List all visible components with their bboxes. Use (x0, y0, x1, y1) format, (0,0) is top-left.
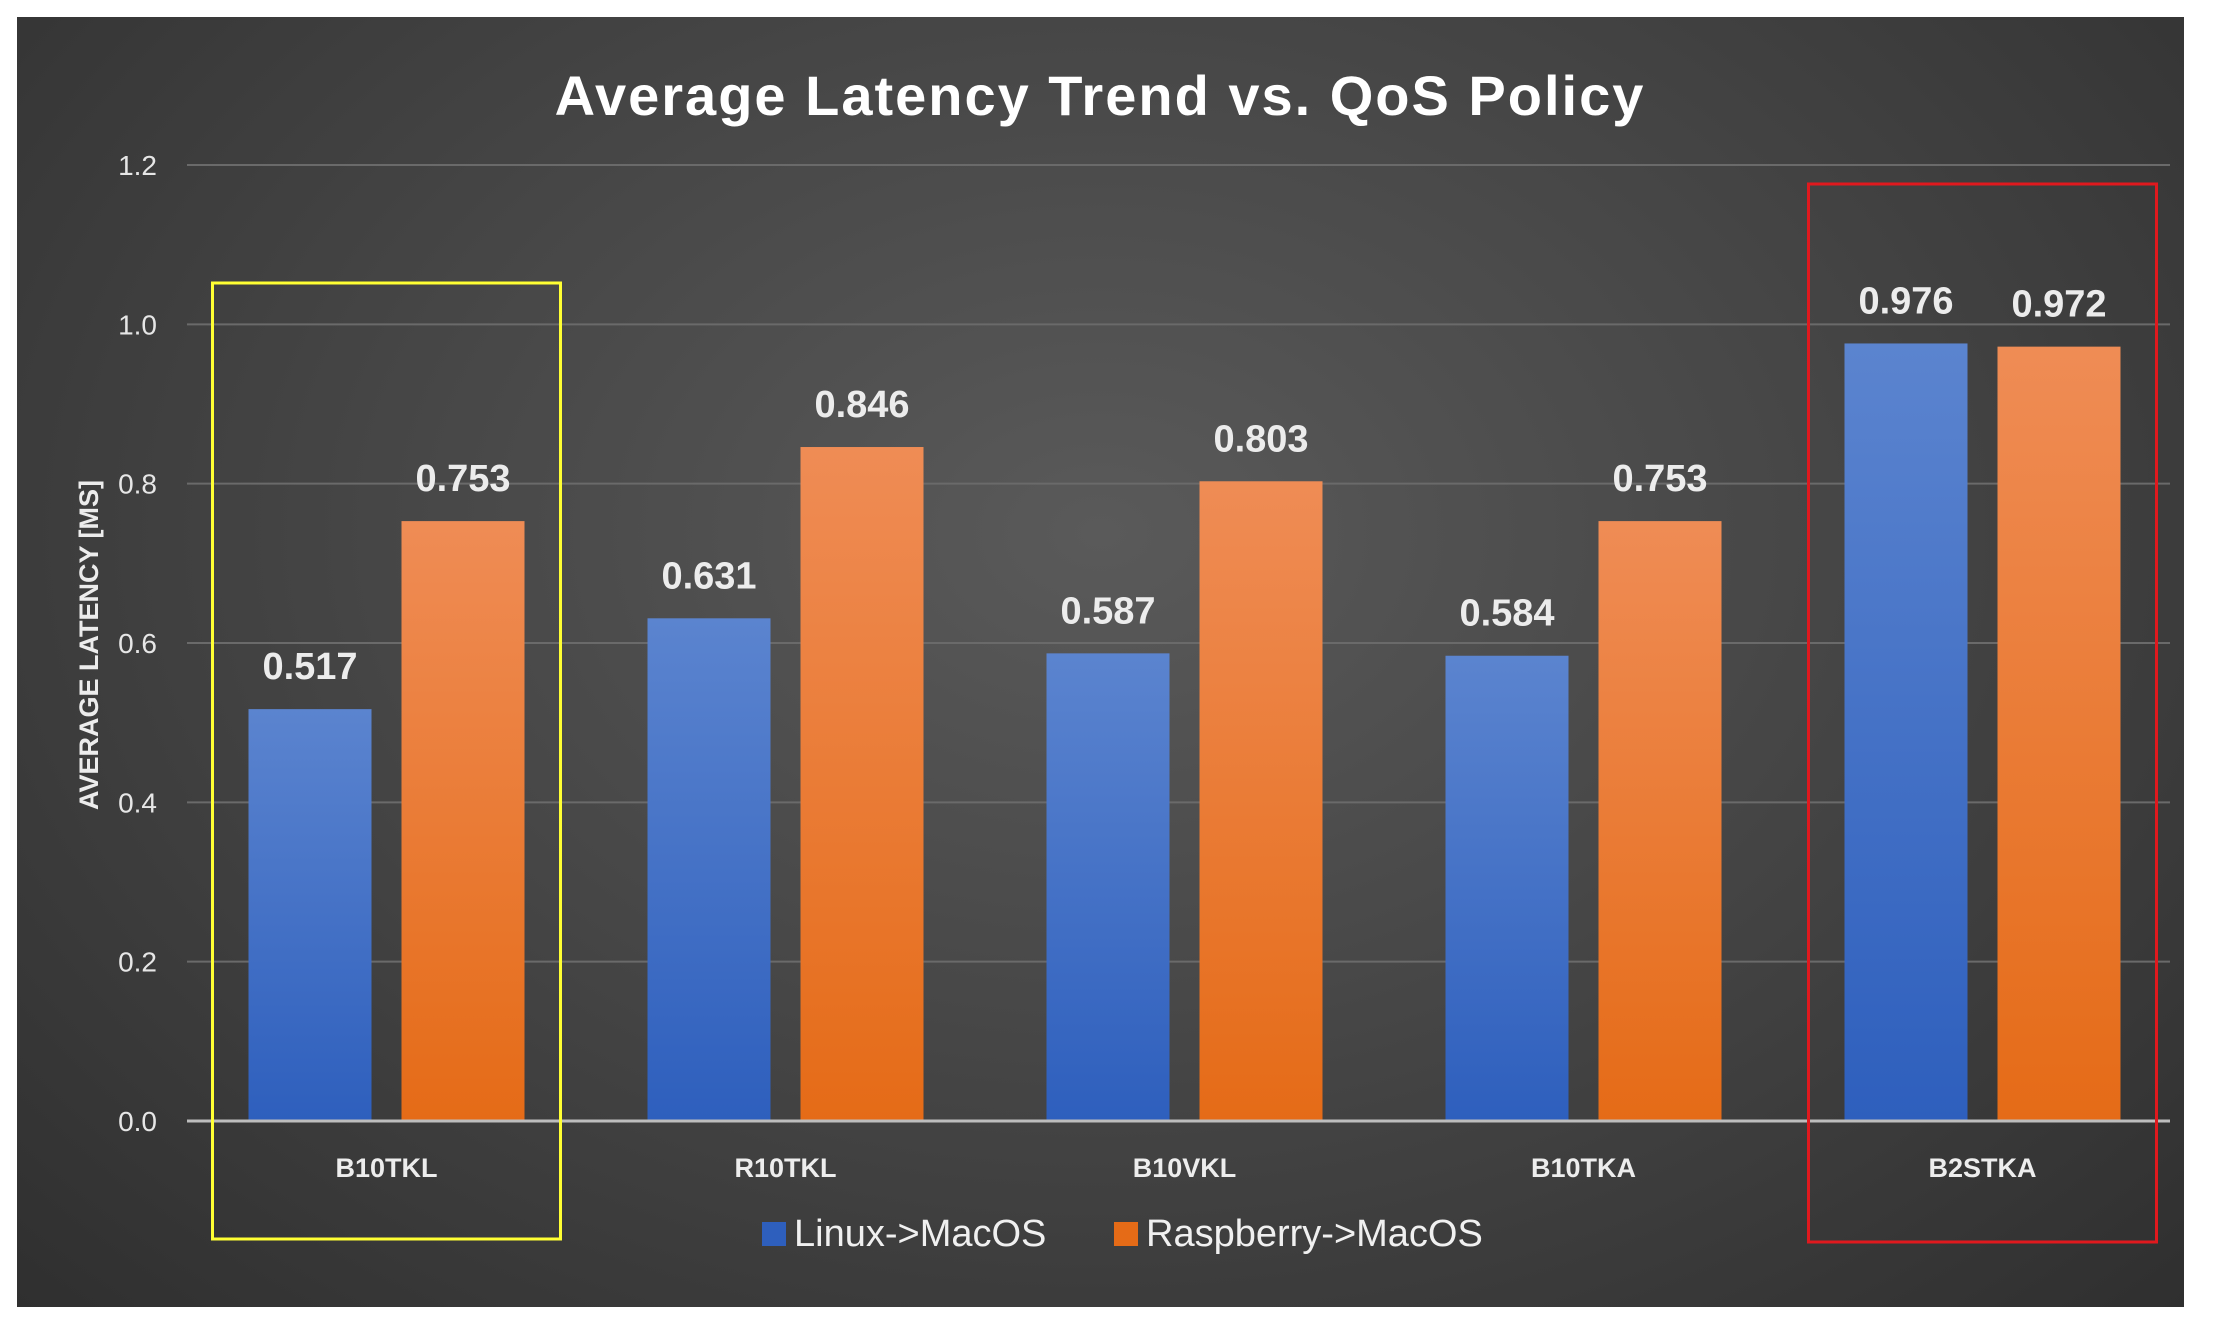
y-tick-label: 1.0 (118, 309, 157, 340)
legend-swatch (1114, 1222, 1138, 1246)
y-tick-label: 0.0 (118, 1106, 157, 1137)
legend: Linux->MacOS Raspberry->MacOS (762, 1213, 1483, 1255)
legend-label: Linux->MacOS (794, 1213, 1046, 1255)
x-tick-label: B2STKA (1928, 1153, 2036, 1183)
data-labels: 0.517 0.753 0.631 0.846 0.587 0.803 0.584 0.753… (262, 280, 2106, 688)
data-label: 0.631 (661, 555, 756, 597)
highlight-box (1807, 182, 2158, 1244)
highlight-box (211, 281, 562, 1241)
bar-series-1 (401, 521, 525, 1121)
chart-title: Average Latency Trend vs. QoS Policy (555, 64, 1646, 127)
bar-series-0 (1844, 343, 1968, 1121)
bar-series-1 (1199, 481, 1323, 1121)
bar-series-0 (248, 709, 372, 1121)
highlight-boxes (211, 182, 2158, 1244)
y-tick-label: 0.2 (118, 947, 157, 978)
data-label: 0.846 (814, 384, 909, 426)
y-tick-label: 1.2 (118, 150, 157, 181)
data-label: 0.972 (2011, 284, 2106, 326)
x-tick-label: R10TKL (734, 1153, 836, 1183)
data-label: 0.803 (1213, 418, 1308, 460)
bar-series-0 (647, 618, 771, 1121)
bars (248, 343, 2121, 1121)
bar-series-1 (1997, 346, 2121, 1121)
y-tick-label: 0.4 (118, 787, 157, 818)
bar-series-1 (1598, 521, 1722, 1121)
bar-series-0 (1046, 653, 1170, 1121)
legend-swatch (762, 1222, 786, 1246)
bar-series-0 (1445, 655, 1569, 1121)
bar-chart: Average Latency Trend vs. QoS Policy 0.5… (74, 64, 2170, 1255)
data-label: 0.517 (262, 646, 357, 688)
data-label: 0.587 (1060, 590, 1155, 632)
y-tick-label: 0.6 (118, 628, 157, 659)
x-tick-label: B10VKL (1133, 1153, 1237, 1183)
data-label: 0.976 (1858, 280, 1953, 322)
axes: 0.0 0.2 0.4 0.6 0.8 1.0 1.2 B10TKL R10TKL B10VKL B… (118, 150, 2170, 1183)
data-label: 0.753 (415, 458, 510, 500)
legend-label: Raspberry->MacOS (1146, 1213, 1483, 1255)
x-tick-label: B10TKA (1531, 1153, 1636, 1183)
data-label: 0.584 (1459, 593, 1554, 635)
chart-frame: Average Latency Trend vs. QoS Policy 0.5… (17, 17, 2184, 1307)
y-axis-title: AVERAGE LATENCY [MS] (74, 480, 104, 810)
data-label: 0.753 (1612, 458, 1707, 500)
bar-series-1 (800, 447, 924, 1121)
y-tick-label: 0.8 (118, 469, 157, 500)
x-tick-label: B10TKL (335, 1153, 437, 1183)
